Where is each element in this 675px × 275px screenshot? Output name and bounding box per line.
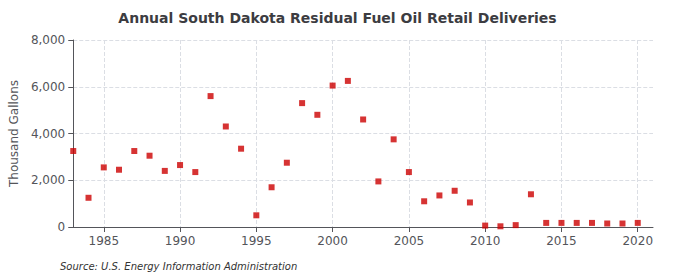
svg-text:8,000: 8,000 xyxy=(31,33,65,47)
svg-text:Source: U.S. Energy Informatio: Source: U.S. Energy Information Administ… xyxy=(60,261,297,272)
svg-text:2015: 2015 xyxy=(546,234,577,248)
svg-text:Annual South Dakota Residual F: Annual South Dakota Residual Fuel Oil Re… xyxy=(118,10,556,26)
svg-text:2000: 2000 xyxy=(317,234,348,248)
svg-text:1990: 1990 xyxy=(165,234,196,248)
svg-text:2020: 2020 xyxy=(622,234,653,248)
svg-text:2005: 2005 xyxy=(394,234,425,248)
svg-text:6,000: 6,000 xyxy=(31,80,65,94)
svg-text:Thousand Gallons: Thousand Gallons xyxy=(7,80,21,188)
svg-text:1995: 1995 xyxy=(241,234,272,248)
svg-text:2010: 2010 xyxy=(470,234,501,248)
svg-text:2,000: 2,000 xyxy=(31,173,65,187)
svg-text:0: 0 xyxy=(58,220,66,234)
svg-text:4,000: 4,000 xyxy=(31,127,65,141)
svg-text:1985: 1985 xyxy=(88,234,119,248)
